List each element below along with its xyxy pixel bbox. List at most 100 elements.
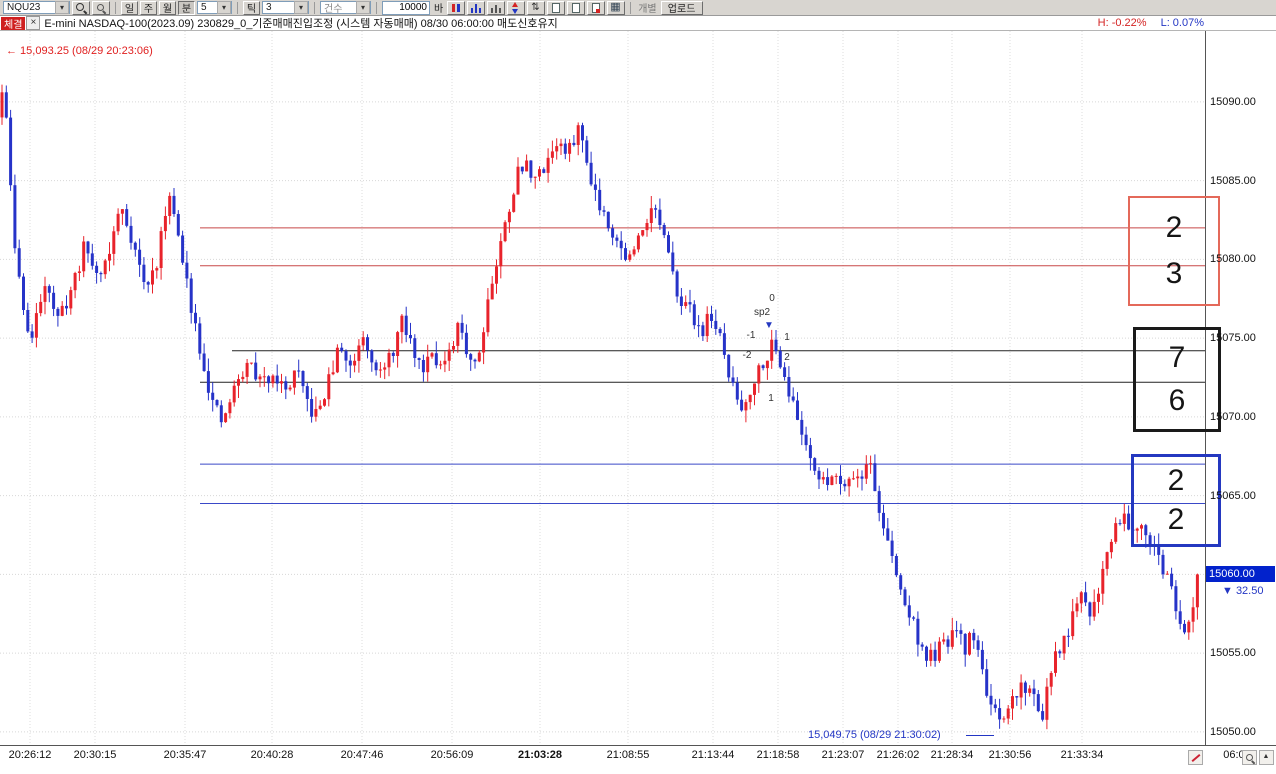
period-week-label: 주	[143, 4, 154, 15]
price-axis-label: 15090.00	[1210, 96, 1256, 108]
minute-interval-value: 5	[201, 2, 207, 13]
contract-count-value: 건수	[324, 4, 343, 15]
price-axis-label: 15075.00	[1210, 332, 1256, 344]
time-axis-label: 21:13:44	[691, 749, 735, 761]
signal-marker: ▼	[764, 320, 774, 331]
draw-icon[interactable]	[1188, 750, 1203, 765]
time-axis-label: 20:40:28	[250, 749, 294, 761]
individual-label: 개별	[638, 4, 657, 15]
time-axis-label: 20:35:47	[163, 749, 207, 761]
time-axis-label: 21:23:07	[821, 749, 865, 761]
chart-titlebar: 체결 E-mini NASDAQ-100(2023.09) 230829_0_기…	[0, 16, 1276, 31]
bar-style-icon	[490, 2, 502, 14]
price-axis-label: 15070.00	[1210, 411, 1256, 423]
main-toolbar: NQU23 일 주 월 분 5 틱 3 건수 바 개별 업로드	[0, 0, 1276, 16]
chevron-down-icon[interactable]	[217, 1, 231, 14]
copy-doc-icon	[572, 2, 581, 13]
period-minute-label: 분	[181, 4, 192, 15]
low-pointer-line	[966, 735, 994, 736]
period-month-label: 월	[162, 4, 173, 15]
time-axis-label: 21:33:34	[1060, 749, 1104, 761]
chart-search-icon-button[interactable]	[92, 0, 110, 15]
time-axis-label: 20:30:15	[73, 749, 117, 761]
tick-count-combo[interactable]: 3	[262, 1, 309, 14]
grid-icon-button[interactable]	[607, 0, 626, 15]
bar-count-input[interactable]	[382, 0, 430, 15]
search-icon-button[interactable]	[72, 0, 90, 15]
period-month-button[interactable]: 월	[159, 0, 176, 15]
box-digit: 3	[1165, 256, 1183, 290]
upload-button[interactable]: 업로드	[660, 0, 703, 15]
period-minute-button[interactable]: 분	[178, 0, 195, 15]
updown-arrows-icon-button[interactable]	[507, 0, 526, 15]
separator	[237, 1, 238, 14]
updown-arrows-icon	[510, 1, 522, 14]
volume-bars-icon-button[interactable]	[467, 0, 486, 15]
price-axis-label: 15050.00	[1210, 726, 1256, 738]
high-annotation: ← 15,093.25 (08/29 20:23:06)	[6, 45, 153, 57]
minute-interval-combo[interactable]: 5	[197, 1, 232, 14]
report-doc-icon-button[interactable]	[587, 0, 606, 15]
red-level-box[interactable]: 2 3	[1128, 196, 1220, 306]
period-day-label: 일	[124, 4, 135, 15]
chart-region: ← 15,093.25 (08/29 20:23:06) 15,049.75 (…	[0, 31, 1276, 774]
signal-marker: 1	[784, 332, 790, 343]
chart-search-icon	[95, 2, 107, 14]
tick-label: 틱	[246, 4, 257, 15]
upload-label: 업로드	[667, 4, 696, 15]
time-axis-label: 20:26:12	[8, 749, 52, 761]
signal-marker: 1	[768, 393, 774, 404]
signal-marker: -1	[746, 330, 756, 341]
period-day-button[interactable]: 일	[121, 0, 138, 15]
close-icon[interactable]	[26, 16, 41, 30]
price-axis-label: 15065.00	[1210, 490, 1256, 502]
chevron-down-icon[interactable]	[294, 1, 308, 14]
time-axis-label: 21:26:02	[876, 749, 920, 761]
box-digit: 6	[1168, 384, 1186, 417]
tick-count-value: 3	[266, 2, 272, 13]
export-doc-icon-button[interactable]	[547, 0, 566, 15]
bar-style-icon-button[interactable]	[487, 0, 506, 15]
chevron-down-icon[interactable]	[356, 1, 370, 14]
copy-doc-icon-button[interactable]	[567, 0, 586, 15]
tick-button[interactable]: 틱	[243, 0, 260, 15]
zoom-icon[interactable]	[1242, 750, 1257, 765]
box-digit: 2	[1167, 503, 1185, 536]
export-doc-icon	[552, 2, 561, 13]
chevron-down-icon[interactable]	[55, 1, 69, 14]
signal-marker: 0	[769, 293, 775, 304]
bar-unit-label: 바	[434, 4, 444, 15]
black-level-box[interactable]: 7 6	[1133, 327, 1221, 432]
price-change: ▼ 32.50	[1222, 585, 1264, 597]
blue-level-box[interactable]: 2 2	[1131, 454, 1221, 547]
signal-marker: 2	[784, 352, 790, 363]
candlestick-chart[interactable]	[0, 31, 1276, 746]
grid-icon	[610, 1, 622, 14]
separator	[314, 1, 315, 14]
separator	[376, 1, 377, 14]
time-axis-label: 21:08:55	[606, 749, 650, 761]
price-axis-label: 15085.00	[1210, 175, 1256, 187]
expand-icon[interactable]	[1259, 750, 1274, 765]
candlestick-icon-button[interactable]	[447, 0, 466, 15]
contract-count-combo[interactable]: 건수	[320, 1, 371, 15]
swap-arrows-icon-button[interactable]	[527, 0, 546, 15]
period-week-button[interactable]: 주	[140, 0, 157, 15]
time-axis-label: 21:28:34	[930, 749, 974, 761]
time-axis-label: 21:03:28	[517, 749, 563, 761]
signal-marker: sp2	[753, 307, 771, 318]
time-axis-label: 20:47:46	[340, 749, 384, 761]
time-axis-label: 21:30:56	[988, 749, 1032, 761]
chart-title: E-mini NASDAQ-100(2023.09) 230829_0_기준매매…	[44, 18, 558, 30]
symbol-combo[interactable]: NQU23	[3, 1, 70, 14]
tab-execution[interactable]: 체결	[1, 16, 26, 31]
high-percent: H: -0.22%	[1097, 17, 1147, 29]
box-digit: 2	[1167, 464, 1185, 497]
time-axis-label: 21:18:58	[756, 749, 800, 761]
price-axis-label: 15055.00	[1210, 647, 1256, 659]
swap-arrows-icon	[530, 2, 542, 14]
pencil-icon	[1190, 752, 1202, 764]
low-annotation: 15,049.75 (08/29 21:30:02)	[808, 729, 941, 741]
report-doc-icon	[592, 2, 601, 13]
